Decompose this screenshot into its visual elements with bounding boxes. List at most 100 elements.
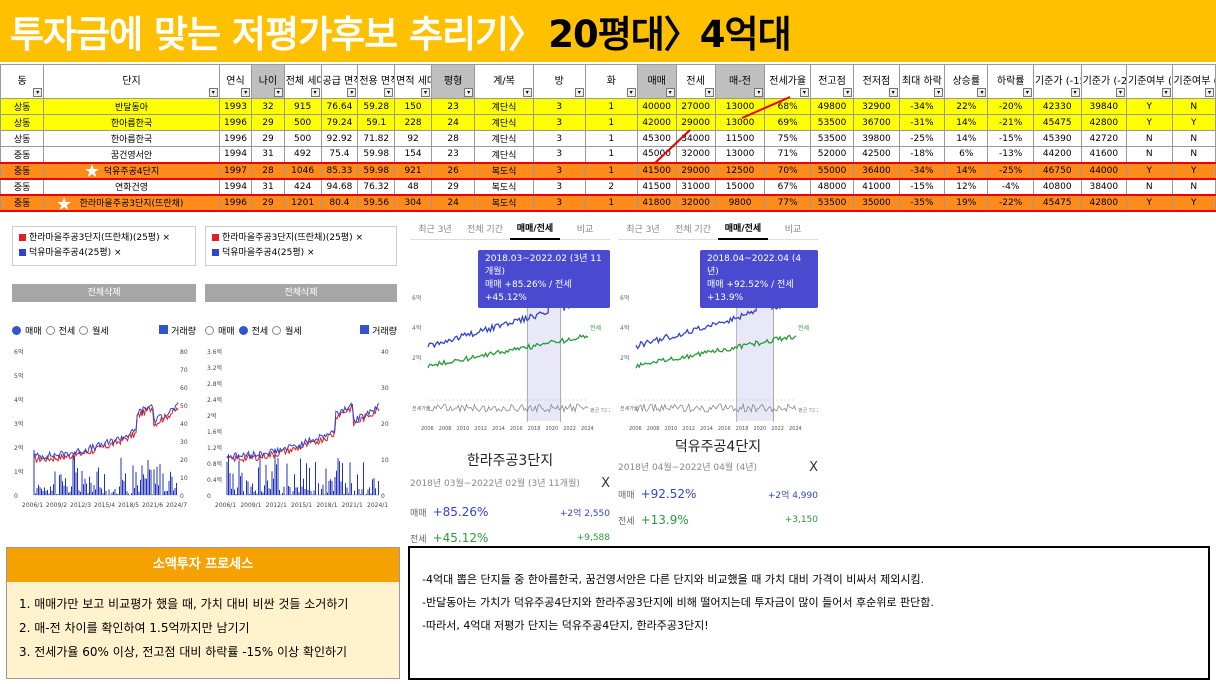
table-cell: -22% [987,193,1034,212]
column-header[interactable]: 전고점 ▾ [809,64,855,99]
column-header[interactable]: 최대 하락 ▾ [898,64,946,99]
sale-amount: +2억 2,550 [559,508,610,519]
filter-icon[interactable]: ▾ [934,88,944,97]
filter-icon[interactable]: ▾ [1070,88,1080,97]
radio-group: 매매 전세 월세 거래량 [12,324,196,337]
tab-compare[interactable]: 비교 [576,225,594,235]
table-row[interactable]: 중동 한라마을주공3단지(뜨란채) 1996 29 1201 80.4 59.56 304 24… [0,193,1216,212]
filter-icon[interactable]: ▾ [1022,88,1032,97]
table-cell: 1 [584,161,638,180]
radio-jeonse[interactable] [45,326,55,335]
filter-icon[interactable]: ▾ [1161,88,1171,97]
tab-all[interactable]: 전체 기간 [675,225,711,235]
column-header[interactable]: 화 ▾ [584,64,638,99]
column-header[interactable]: 전저점 ▾ [853,64,900,99]
table-row[interactable]: 중동 꿈건영서안 1994 31 492 75.4 59.98 154 23 계단식 3 1 45000… [0,146,1216,163]
column-header[interactable]: 기준가 (-15%▾ [1032,64,1082,99]
x-tick: 2016 [718,426,731,430]
filter-icon[interactable]: ▾ [273,88,283,97]
column-header[interactable]: 기준가 (-20%▾ [1080,64,1128,99]
column-header[interactable]: 동 ▾ [0,64,45,99]
filter-icon[interactable]: ▾ [241,88,251,97]
volume-checkbox[interactable] [360,325,370,334]
filter-icon[interactable]: ▾ [464,88,474,97]
filter-icon[interactable]: ▾ [888,88,898,97]
x-tick: 2014 [492,426,505,432]
filter-icon[interactable]: ▾ [574,88,584,97]
filter-icon[interactable]: ▾ [977,88,987,97]
column-header[interactable]: 단지 ▾ [43,64,220,99]
filter-icon[interactable]: ▾ [626,88,636,97]
column-header[interactable]: 매매 ▾ [636,64,677,99]
sale-amount: +2억 4,990 [767,490,818,501]
tab-recent-3y[interactable]: 최근 3년 [418,225,452,235]
remove-icon[interactable]: × [307,248,315,258]
column-header[interactable]: 전세가율 ▾ [764,64,811,99]
x-tick: 2006/1 [22,502,43,509]
reset-button[interactable]: 전체삭제 [12,284,196,302]
filter-icon[interactable]: ▾ [384,88,394,97]
column-header-label: 단지 [122,76,141,87]
tab-sale-jeonse[interactable]: 매매/전세 [718,218,768,240]
column-header[interactable]: 하락률 ▾ [987,64,1034,99]
column-header[interactable]: 방 ▾ [532,64,586,99]
table-row[interactable]: 상동 한아름한국 1996 29 500 79.24 59.1 228 24 계단식 3 1 42000… [0,114,1216,131]
tab-sale-jeonse[interactable]: 매매/전세 [510,218,560,240]
radio-monthly[interactable] [79,326,89,335]
tab-recent-3y[interactable]: 최근 3년 [626,225,660,235]
table-row[interactable]: 중동 덕유주공4단지 1997 28 1046 85.33 59.98 921 26 복도식 3 1 4… [0,161,1216,180]
remove-icon[interactable]: × [355,233,364,243]
jeonse-line [427,333,589,369]
table-cell: 45475 [1032,114,1082,131]
filter-icon[interactable]: ▾ [33,88,43,97]
filter-icon[interactable]: ▾ [347,88,357,97]
filter-icon[interactable]: ▾ [754,88,764,97]
radio-jeonse[interactable] [238,326,248,335]
filter-icon[interactable]: ▾ [665,88,675,97]
column-header[interactable]: 전세 ▾ [675,64,716,99]
filter-icon[interactable]: ▾ [522,88,532,97]
column-header[interactable]: 계/복 ▾ [474,64,534,99]
volume-checkbox[interactable] [159,325,169,334]
close-icon[interactable]: X [601,476,610,491]
column-header[interactable]: 연식 ▾ [218,64,253,99]
close-icon[interactable]: X [809,460,818,475]
column-header[interactable]: 공급 면적▾ [320,64,359,99]
filter-icon[interactable]: ▾ [843,88,853,97]
table-row[interactable]: 상동 한아름한국 1996 29 500 92.92 71.82 92 28 계단식 3 1 45300… [0,130,1216,147]
tab-all[interactable]: 전체 기간 [467,225,503,235]
filter-icon[interactable]: ▾ [310,88,320,97]
remove-icon[interactable]: × [114,248,122,258]
tab-compare[interactable]: 비교 [784,225,802,235]
filter-icon[interactable]: ▾ [208,88,218,97]
column-header[interactable]: 나이 ▾ [251,64,285,99]
table-cell: 154 [394,146,432,163]
column-header[interactable]: 전용 면적▾ [357,64,396,99]
table-row[interactable]: 상동 반달동아 1993 32 915 76.64 59.28 150 23 계단식 3 1 40000… [0,98,1216,115]
table-cell: Y [1171,114,1216,131]
radio-sale[interactable] [12,326,21,335]
y-tick: 5억 [14,372,23,380]
table-cell: Y [1171,193,1216,212]
column-header[interactable]: 전체 세대▾ [283,64,322,99]
filter-icon[interactable]: ▾ [799,88,809,97]
column-header[interactable]: 매-전 ▾ [714,64,766,99]
remove-icon[interactable]: × [162,233,171,243]
jeonse-line [635,334,797,369]
table-cell: 34000 [675,130,716,147]
column-header[interactable]: 기준여부 (-20%▾ [1171,64,1216,99]
column-header[interactable]: 평형 ▾ [430,64,476,99]
column-header[interactable]: 기준여부 (-15%▾ [1126,64,1173,99]
radio-monthly[interactable] [272,326,282,335]
filter-icon[interactable]: ▾ [420,88,430,97]
ratio-label: 전세가율 [620,405,639,412]
filter-icon[interactable]: ▾ [1116,88,1126,97]
radio-sale[interactable] [205,326,214,335]
reset-button[interactable]: 전체삭제 [205,284,397,302]
legend-item: 덕유마을주공4(25평) [222,248,305,258]
column-header[interactable]: 면적 세대▾ [394,64,432,99]
filter-icon[interactable]: ▾ [1205,88,1214,97]
filter-icon[interactable]: ▾ [704,88,714,97]
column-header[interactable]: 상승률 ▾ [944,64,989,99]
table-row[interactable]: 중동 연화건영 1994 31 424 94.68 76.32 48 29 복도식 3 2 41500 3… [0,178,1216,195]
